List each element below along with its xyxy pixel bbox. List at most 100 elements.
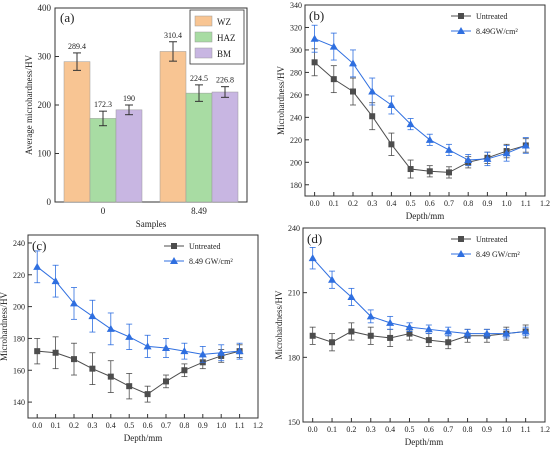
data-point [181,367,188,374]
y-tick-label: 210 [288,289,300,298]
y-tick-label: 300 [38,52,52,62]
data-point [330,76,337,83]
data-point [388,141,395,148]
y-tick-label: 0 [47,197,52,207]
legend-label: Untreated [189,242,221,251]
data-point [387,100,396,108]
panel-d: 150 180 210 240 0.0 0.1 0.2 0.3 0.4 0.5 0.6 0.7 0.8 0… [274,224,550,447]
data-point [217,348,226,356]
data-point [235,347,244,355]
data-point [52,349,59,356]
x-tick-label: 0.4 [106,421,116,430]
y-axis-label: Microhardness/HV [276,66,286,135]
x-axis-label: Depth/mm [124,433,163,443]
data-point [198,350,207,358]
data-point [386,318,395,326]
x-tick-label: 1.2 [540,425,550,434]
data-point [34,348,41,355]
x-tick-label: 0.3 [87,421,97,430]
x-tick-label: 1.0 [501,425,511,434]
x-tick-label: 0.1 [329,199,339,208]
data-point [89,365,96,372]
data-point [70,299,78,307]
y-tick-label: 280 [290,68,302,77]
data-point [143,342,152,350]
x-tick-label: 0.9 [482,425,492,434]
data-label: 289.4 [68,42,86,51]
y-tick-label: 100 [38,149,52,159]
x-tick-label: 0.5 [406,199,416,208]
data-point [144,391,151,398]
data-point [329,339,336,346]
panel-a: 0 100 200 300 400 0 289.4 172.3 190 8.49 310.4 224.… [24,3,248,229]
data-label: 310.4 [164,31,182,40]
y-tick-label: 200 [13,303,25,312]
legend-label: WZ [217,17,231,27]
legend-label: Untreated [476,12,508,21]
x-tick-label: 1.1 [521,425,531,434]
panel-b: 180 200 220 240 260 280 300 320 340 0.0 0.1 0.2 0.3 0… [276,1,550,221]
y-axis-label: Microhardness/HV [274,290,284,359]
bar [63,61,91,203]
data-point [125,332,134,340]
data-point [328,275,337,283]
x-tick-label: 0.9 [482,199,492,208]
panel-label: (b) [309,8,324,23]
y-tick-label: 220 [13,271,25,280]
data-point [463,329,472,337]
x-tick-label: 0.3 [366,425,376,434]
series-line [312,257,526,335]
series-line [312,330,526,343]
x-tick-label: 0.7 [444,199,454,208]
plot-frame [304,4,546,197]
series-line [37,350,240,395]
x-tick-label: 0.2 [346,425,356,434]
x-tick-label: 0.4 [385,425,395,434]
data-point [367,332,374,339]
x-tick-label: 0.1 [51,421,61,430]
y-tick-label: 140 [13,398,25,407]
series-line [36,266,240,355]
plot-frame [27,234,259,419]
x-tick-label: 0.5 [124,421,134,430]
x-tick-label: 0.8 [463,199,473,208]
x-axis-label: Samples [136,219,167,229]
x-tick-label: 0.0 [32,421,42,430]
y-tick-label: 180 [288,353,300,362]
panel-label: (c) [32,238,46,253]
x-axis-label: Depth/mm [405,437,444,447]
data-point [426,168,433,175]
x-tick-label: 0.8 [179,421,189,430]
data-point [170,257,178,264]
y-tick-label: 150 [288,418,300,427]
y-tick-label: 200 [38,100,52,110]
x-tick-label: 1.1 [235,421,245,430]
data-label: 190 [123,94,135,103]
y-tick-label: 200 [290,158,302,167]
data-point [33,262,42,270]
x-tick-label: 0.7 [443,425,453,434]
data-point [347,292,356,300]
data-point [348,328,355,335]
legend-swatch [194,31,213,43]
y-tick-label: 180 [290,181,302,190]
x-tick-label: 0.2 [69,421,79,430]
x-tick-label: 0.1 [327,425,337,434]
y-tick-label: 220 [290,136,302,145]
x-tick-label: 0.4 [386,199,396,208]
data-point [387,334,394,341]
data-point [425,337,432,344]
bar [115,109,143,203]
data-point [502,329,511,337]
x-tick-label: 0 [101,206,106,216]
x-tick-label: 0.5 [404,425,414,434]
data-point [521,327,530,335]
y-tick-label: 160 [13,366,25,375]
data-point [88,312,97,320]
x-tick-label: 0.2 [348,199,358,208]
plot-frame [302,227,546,423]
data-point [444,327,453,335]
data-point [350,88,356,95]
x-tick-label: 0.7 [161,421,171,430]
